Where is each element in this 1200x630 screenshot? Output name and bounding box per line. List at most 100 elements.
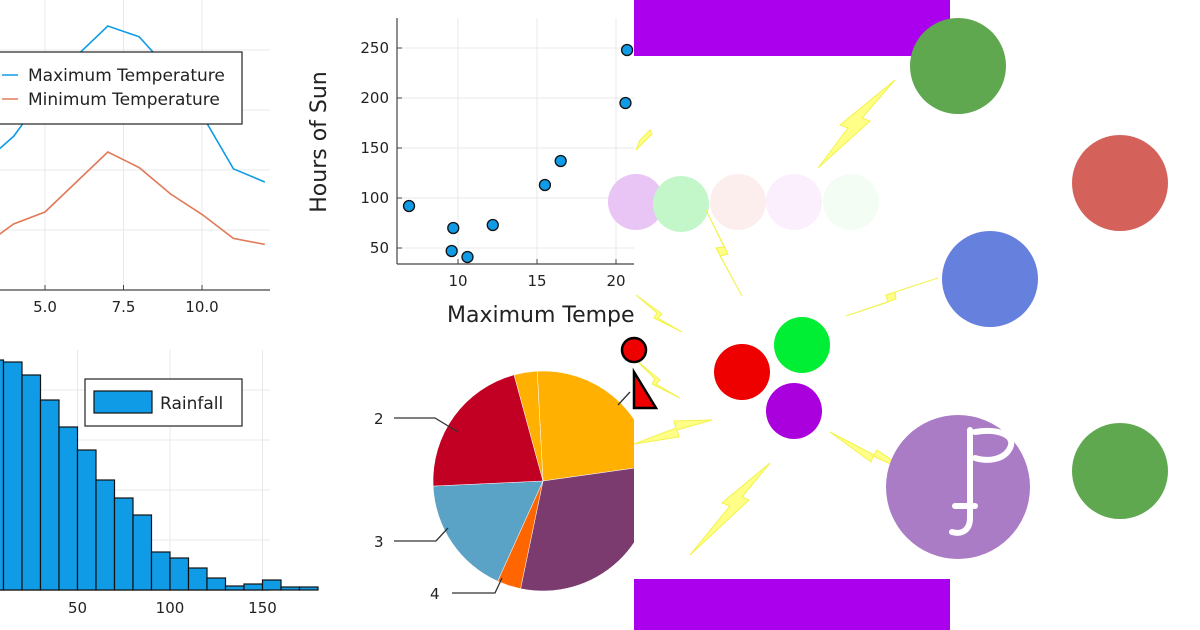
- x-tick-label: 7.5: [112, 298, 136, 316]
- lightning-bolt-icon: [635, 294, 683, 333]
- x-tick-label: 5.0: [33, 298, 57, 316]
- line-chart-legend: Maximum Temperature Minimum Temperature: [0, 51, 243, 125]
- ghost-ball: [710, 174, 766, 230]
- y-tick-label: 150: [360, 139, 389, 157]
- histogram-bar: [261, 579, 282, 591]
- top-paddle-bar: [634, 0, 950, 56]
- scatter-chart-grid: [397, 18, 640, 264]
- lightning-bolts: [633, 79, 939, 556]
- red-ball: [714, 344, 770, 400]
- ghost-ball-trail: [608, 174, 879, 232]
- histogram-bars: [0, 359, 319, 591]
- scatter-y-axis-title: Hours of Sun: [307, 71, 332, 213]
- y-tick-label: 250: [360, 39, 389, 57]
- julia-j-glyph-icon: [949, 427, 1015, 536]
- histogram-bar: [58, 426, 79, 591]
- ghost-ball: [653, 176, 709, 232]
- histogram-bar: [243, 583, 264, 591]
- histogram-legend: Rainfall: [84, 378, 243, 427]
- game-scene: [608, 0, 950, 630]
- histogram-bar: [95, 479, 116, 591]
- lightning-bolt-icon: [705, 209, 743, 297]
- histogram-bar: [169, 557, 190, 591]
- logo-circles: [886, 0, 1200, 630]
- lightning-bolt-icon: [845, 277, 939, 317]
- scatter-point: [619, 96, 632, 110]
- series-line-min: [0, 151, 265, 246]
- scatter-point: [538, 178, 552, 192]
- x-tick-label: 100: [156, 599, 185, 617]
- green-ball: [774, 317, 830, 373]
- histogram-bar: [2, 361, 23, 591]
- scatter-point: [445, 244, 458, 258]
- x-tick-label: 10.0: [185, 298, 218, 316]
- histogram-bar: [21, 374, 42, 591]
- y-tick-label: 50: [370, 239, 389, 257]
- legend-label-rainfall: Rainfall: [160, 394, 223, 414]
- scatter-point: [461, 250, 474, 264]
- histogram-bar: [206, 577, 227, 591]
- scatter-point: [402, 199, 416, 213]
- legend-label-min: Minimum Temperature: [28, 90, 220, 110]
- green-circle-bottom: [1072, 423, 1168, 519]
- line-chart-x-ticks: 5.0 7.5 10.0: [33, 285, 219, 316]
- red-circle: [1072, 135, 1168, 231]
- histogram-bar: [224, 585, 245, 591]
- purple-logo-circle: [886, 415, 1030, 559]
- scatter-x-ticks: 10 15 20: [448, 259, 626, 290]
- x-tick-label: 50: [68, 599, 87, 617]
- green-circle-top: [910, 18, 1006, 114]
- lightning-bolt-icon: [635, 359, 681, 399]
- pie-slices: [432, 370, 654, 592]
- histogram-bar: [298, 586, 319, 591]
- histogram-bar: [150, 551, 171, 591]
- line-chart-grid: [0, 0, 270, 291]
- scatter-chart: 50 100 150 200 250 10 15 20 Hours of Sun Maxim…: [307, 18, 640, 328]
- pie-slice: [432, 374, 544, 487]
- ghost-ball: [766, 174, 822, 230]
- histogram-bar: [280, 586, 301, 591]
- scatter-point: [447, 221, 460, 235]
- y-tick-label: 200: [360, 89, 389, 107]
- y-tick-label: 100: [360, 189, 389, 207]
- game-background: [634, 0, 950, 630]
- histogram-bar: [39, 399, 60, 591]
- scatter-point: [620, 43, 634, 57]
- x-tick-label: 10: [448, 272, 467, 290]
- scatter-point: [554, 154, 567, 168]
- legend-swatch-rainfall: [93, 390, 153, 414]
- legend-label-max: Maximum Temperature: [28, 66, 225, 86]
- pie-label-2: 2: [374, 410, 384, 428]
- ghost-ball: [823, 174, 879, 230]
- lightning-bolt-icon: [633, 419, 713, 445]
- line-chart: 5.0 7.5 10.0 Maximum Temperature Minimum T…: [0, 0, 270, 316]
- scatter-y-ticks: 50 100 150 200 250: [360, 39, 402, 257]
- histogram-bar: [113, 497, 134, 591]
- ghost-ball: [608, 174, 664, 230]
- pie-chart: 2 3 4: [374, 370, 654, 603]
- scatter-x-axis-title: Maximum Tempe: [447, 303, 635, 328]
- histogram-chart: 50 100 150 Rainfall: [0, 350, 319, 617]
- red-warning-shape: [620, 336, 659, 410]
- pie-label-3: 3: [374, 533, 384, 551]
- histogram-bar: [187, 567, 208, 591]
- pie-label-4: 4: [430, 585, 440, 603]
- lightning-bolt-icon: [635, 129, 653, 151]
- histogram-bar: [76, 449, 97, 591]
- scatter-points: [402, 43, 634, 264]
- pie-slice: [432, 480, 544, 582]
- blue-circle: [942, 231, 1038, 327]
- scatter-point: [486, 218, 499, 232]
- lightning-bolt-icon: [817, 79, 896, 169]
- x-tick-label: 150: [248, 599, 277, 617]
- histogram-bar: [132, 514, 153, 591]
- pie-callouts: 2 3 4: [374, 391, 631, 603]
- pie-slice: [513, 370, 544, 482]
- purple-ball: [766, 383, 822, 439]
- histogram-x-ticks: 50 100 150: [68, 599, 277, 617]
- bottom-paddle-bar: [634, 579, 950, 630]
- x-tick-label: 20: [606, 272, 625, 290]
- lightning-bolt-icon: [689, 462, 771, 556]
- x-tick-label: 15: [527, 272, 546, 290]
